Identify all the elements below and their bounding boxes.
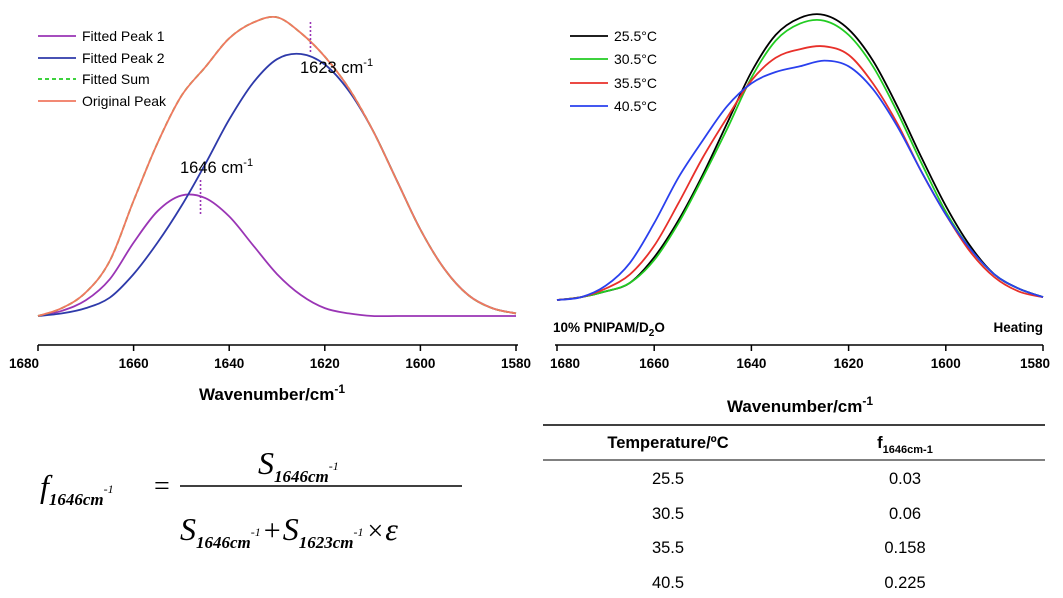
sample-label: 10% PNIPAM/D2O (553, 320, 665, 339)
formula-equals: = (154, 471, 170, 502)
x-tick-label: 1640 (736, 356, 766, 371)
chart-left-fitted-peaks: 1680 1660 1640 1620 1600 1580 1646 cm-1 1623 … (9, 17, 531, 404)
legend-40-5: 40.5°C (614, 98, 657, 114)
left-x-ticks: 1680 1660 1640 1620 1600 1580 (9, 345, 531, 371)
right-x-ticks: 1680 1660 1640 1620 1600 1580 (550, 345, 1050, 371)
annotation-1646: 1646 cm-1 (180, 157, 253, 177)
left-legend: Fitted Peak 1 Fitted Peak 2 Fitted Sum O… (38, 28, 167, 109)
x-tick-label: 1600 (931, 356, 961, 371)
x-tick-label: 1620 (310, 356, 340, 371)
x-tick-label: 1580 (501, 356, 531, 371)
table-cell-temperature: 25.5 (652, 470, 684, 488)
series-line-40-5-c (557, 61, 1043, 300)
legend-fitted-peak-2: Fitted Peak 2 (82, 50, 165, 66)
right-legend: 25.5°C 30.5°C 35.5°C 40.5°C (570, 28, 657, 114)
formula-lhs: f1646cm-1 (40, 468, 114, 509)
table-cell-fraction: 0.03 (889, 470, 921, 488)
x-tick-label: 1680 (9, 356, 39, 371)
table-row: 40.5 0.225 (652, 574, 926, 592)
x-tick-label: 1600 (405, 356, 435, 371)
x-tick-label: 1660 (119, 356, 149, 371)
x-tick-label: 1660 (639, 356, 669, 371)
table-cell-temperature: 40.5 (652, 574, 684, 592)
table-header-temperature: Temperature/ºC (607, 434, 728, 452)
table-cell-fraction: 0.225 (884, 574, 925, 592)
heating-label: Heating (993, 320, 1043, 335)
x-tick-label: 1640 (214, 356, 244, 371)
x-tick-label: 1620 (834, 356, 864, 371)
table-cell-temperature: 30.5 (652, 505, 684, 523)
x-tick-label: 1680 (550, 356, 580, 371)
table-row: 35.5 0.158 (652, 539, 926, 557)
legend-original-peak: Original Peak (82, 93, 167, 109)
right-x-axis-title: Wavenumber/cm-1 (727, 394, 873, 416)
x-tick-label: 1580 (1020, 356, 1050, 371)
annotation-1623: 1623 cm-1 (300, 57, 373, 77)
formula-denominator: S1646cm-1 +S1623cm-1 ×ε (180, 511, 398, 552)
formula-numerator: S1646cm-1 (258, 445, 339, 486)
table-row: 30.5 0.06 (652, 505, 921, 523)
table-cell-fraction: 0.158 (884, 539, 925, 557)
table-row: 25.5 0.03 (652, 470, 921, 488)
results-table: Temperature/ºC f1646cm-1 25.5 0.03 30.5 … (543, 425, 1045, 592)
legend-35-5: 35.5°C (614, 75, 657, 91)
legend-fitted-sum: Fitted Sum (82, 71, 150, 87)
legend-30-5: 30.5°C (614, 51, 657, 67)
chart-right-temperature-series: 1680 1660 1640 1620 1600 1580 25.5°C 30.5°C 3… (550, 14, 1050, 416)
formula: f1646cm-1 = S1646cm-1 S1646cm-1 +S1623cm-… (40, 445, 462, 552)
legend-25-5: 25.5°C (614, 28, 657, 44)
table-cell-temperature: 35.5 (652, 539, 684, 557)
left-x-axis-title: Wavenumber/cm-1 (199, 382, 345, 404)
table-cell-fraction: 0.06 (889, 505, 921, 523)
legend-fitted-peak-1: Fitted Peak 1 (82, 28, 165, 44)
table-header-fraction: f1646cm-1 (877, 434, 933, 456)
